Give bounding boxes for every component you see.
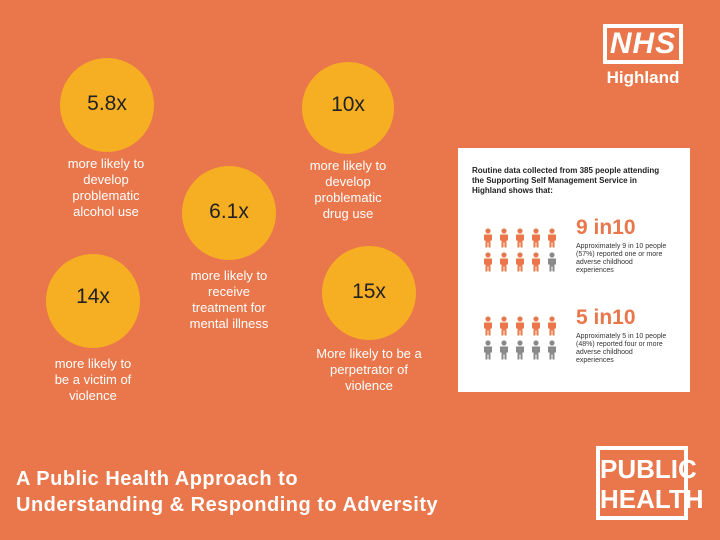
person-icon — [480, 228, 496, 248]
panel-stat1-text: Approximately 9 in 10 people (57%) repor… — [576, 243, 667, 274]
aces-infographic-panel: Routine data collected from 385 people a… — [458, 148, 690, 392]
person-icon — [480, 316, 496, 336]
stat-value-victim: 14x — [76, 285, 110, 308]
person-icon — [528, 340, 544, 360]
stat-value-mental-illness: 6.1x — [209, 200, 249, 223]
panel-stat2-text: Approximately 5 in 10 people (48%) repor… — [576, 333, 667, 364]
stat-circle-victim: 14x — [46, 254, 140, 348]
people-grid-bottom — [480, 316, 560, 360]
stat-circle-drug: 10x — [302, 62, 394, 154]
stat-value-perpetrator: 15x — [352, 280, 386, 303]
panel-title: Routine data collected from 385 people a… — [472, 166, 660, 195]
person-icon — [544, 228, 560, 248]
person-icon — [544, 316, 560, 336]
footer-title-line1: A Public Health Approach to — [16, 468, 299, 490]
person-icon — [512, 228, 528, 248]
person-icon — [528, 228, 544, 248]
nhs-logo-region: Highland — [606, 68, 680, 87]
person-icon — [512, 252, 528, 272]
person-icon — [496, 316, 512, 336]
people-grid-top — [480, 228, 560, 272]
public-health-logo-line1: PUBLIC — [600, 454, 697, 484]
person-icon — [544, 252, 560, 272]
nhs-logo-mark: NHS — [603, 24, 683, 64]
person-icon — [512, 316, 528, 336]
panel-stat1-value: 9 in10 — [576, 216, 636, 239]
person-icon — [528, 252, 544, 272]
stat-circle-mental-illness: 6.1x — [182, 166, 276, 260]
public-health-logo: PUBLIC HEALTH — [596, 446, 704, 520]
stat-circle-perpetrator: 15x — [322, 246, 416, 340]
nhs-highland-logo: NHS Highland — [598, 24, 688, 88]
panel-stat2-value: 5 in10 — [576, 306, 636, 329]
person-icon — [528, 316, 544, 336]
stat-label-victim: more likely to be a victim of violence — [54, 356, 132, 403]
stat-label-perpetrator: More likely to be a perpetrator of viole… — [316, 346, 422, 393]
stat-label-alcohol: more likely to develop problematic alcoh… — [67, 156, 145, 219]
stat-circle-alcohol: 5.8x — [60, 58, 154, 152]
stat-value-alcohol: 5.8x — [87, 92, 127, 115]
stat-value-drug: 10x — [331, 93, 365, 116]
person-icon — [496, 228, 512, 248]
stat-label-drug: more likely to develop problematic drug … — [309, 158, 387, 221]
footer-title: A Public Health Approach to Understandin… — [16, 466, 438, 518]
public-health-logo-line2: HEALTH — [600, 484, 704, 514]
stat-label-mental-illness: more likely to receive treatment for men… — [189, 268, 269, 331]
person-icon — [512, 340, 528, 360]
person-icon — [480, 252, 496, 272]
person-icon — [496, 252, 512, 272]
person-icon — [496, 340, 512, 360]
footer-title-line2: Understanding & Responding to Adversity — [16, 494, 439, 516]
person-icon — [480, 340, 496, 360]
person-icon — [544, 340, 560, 360]
